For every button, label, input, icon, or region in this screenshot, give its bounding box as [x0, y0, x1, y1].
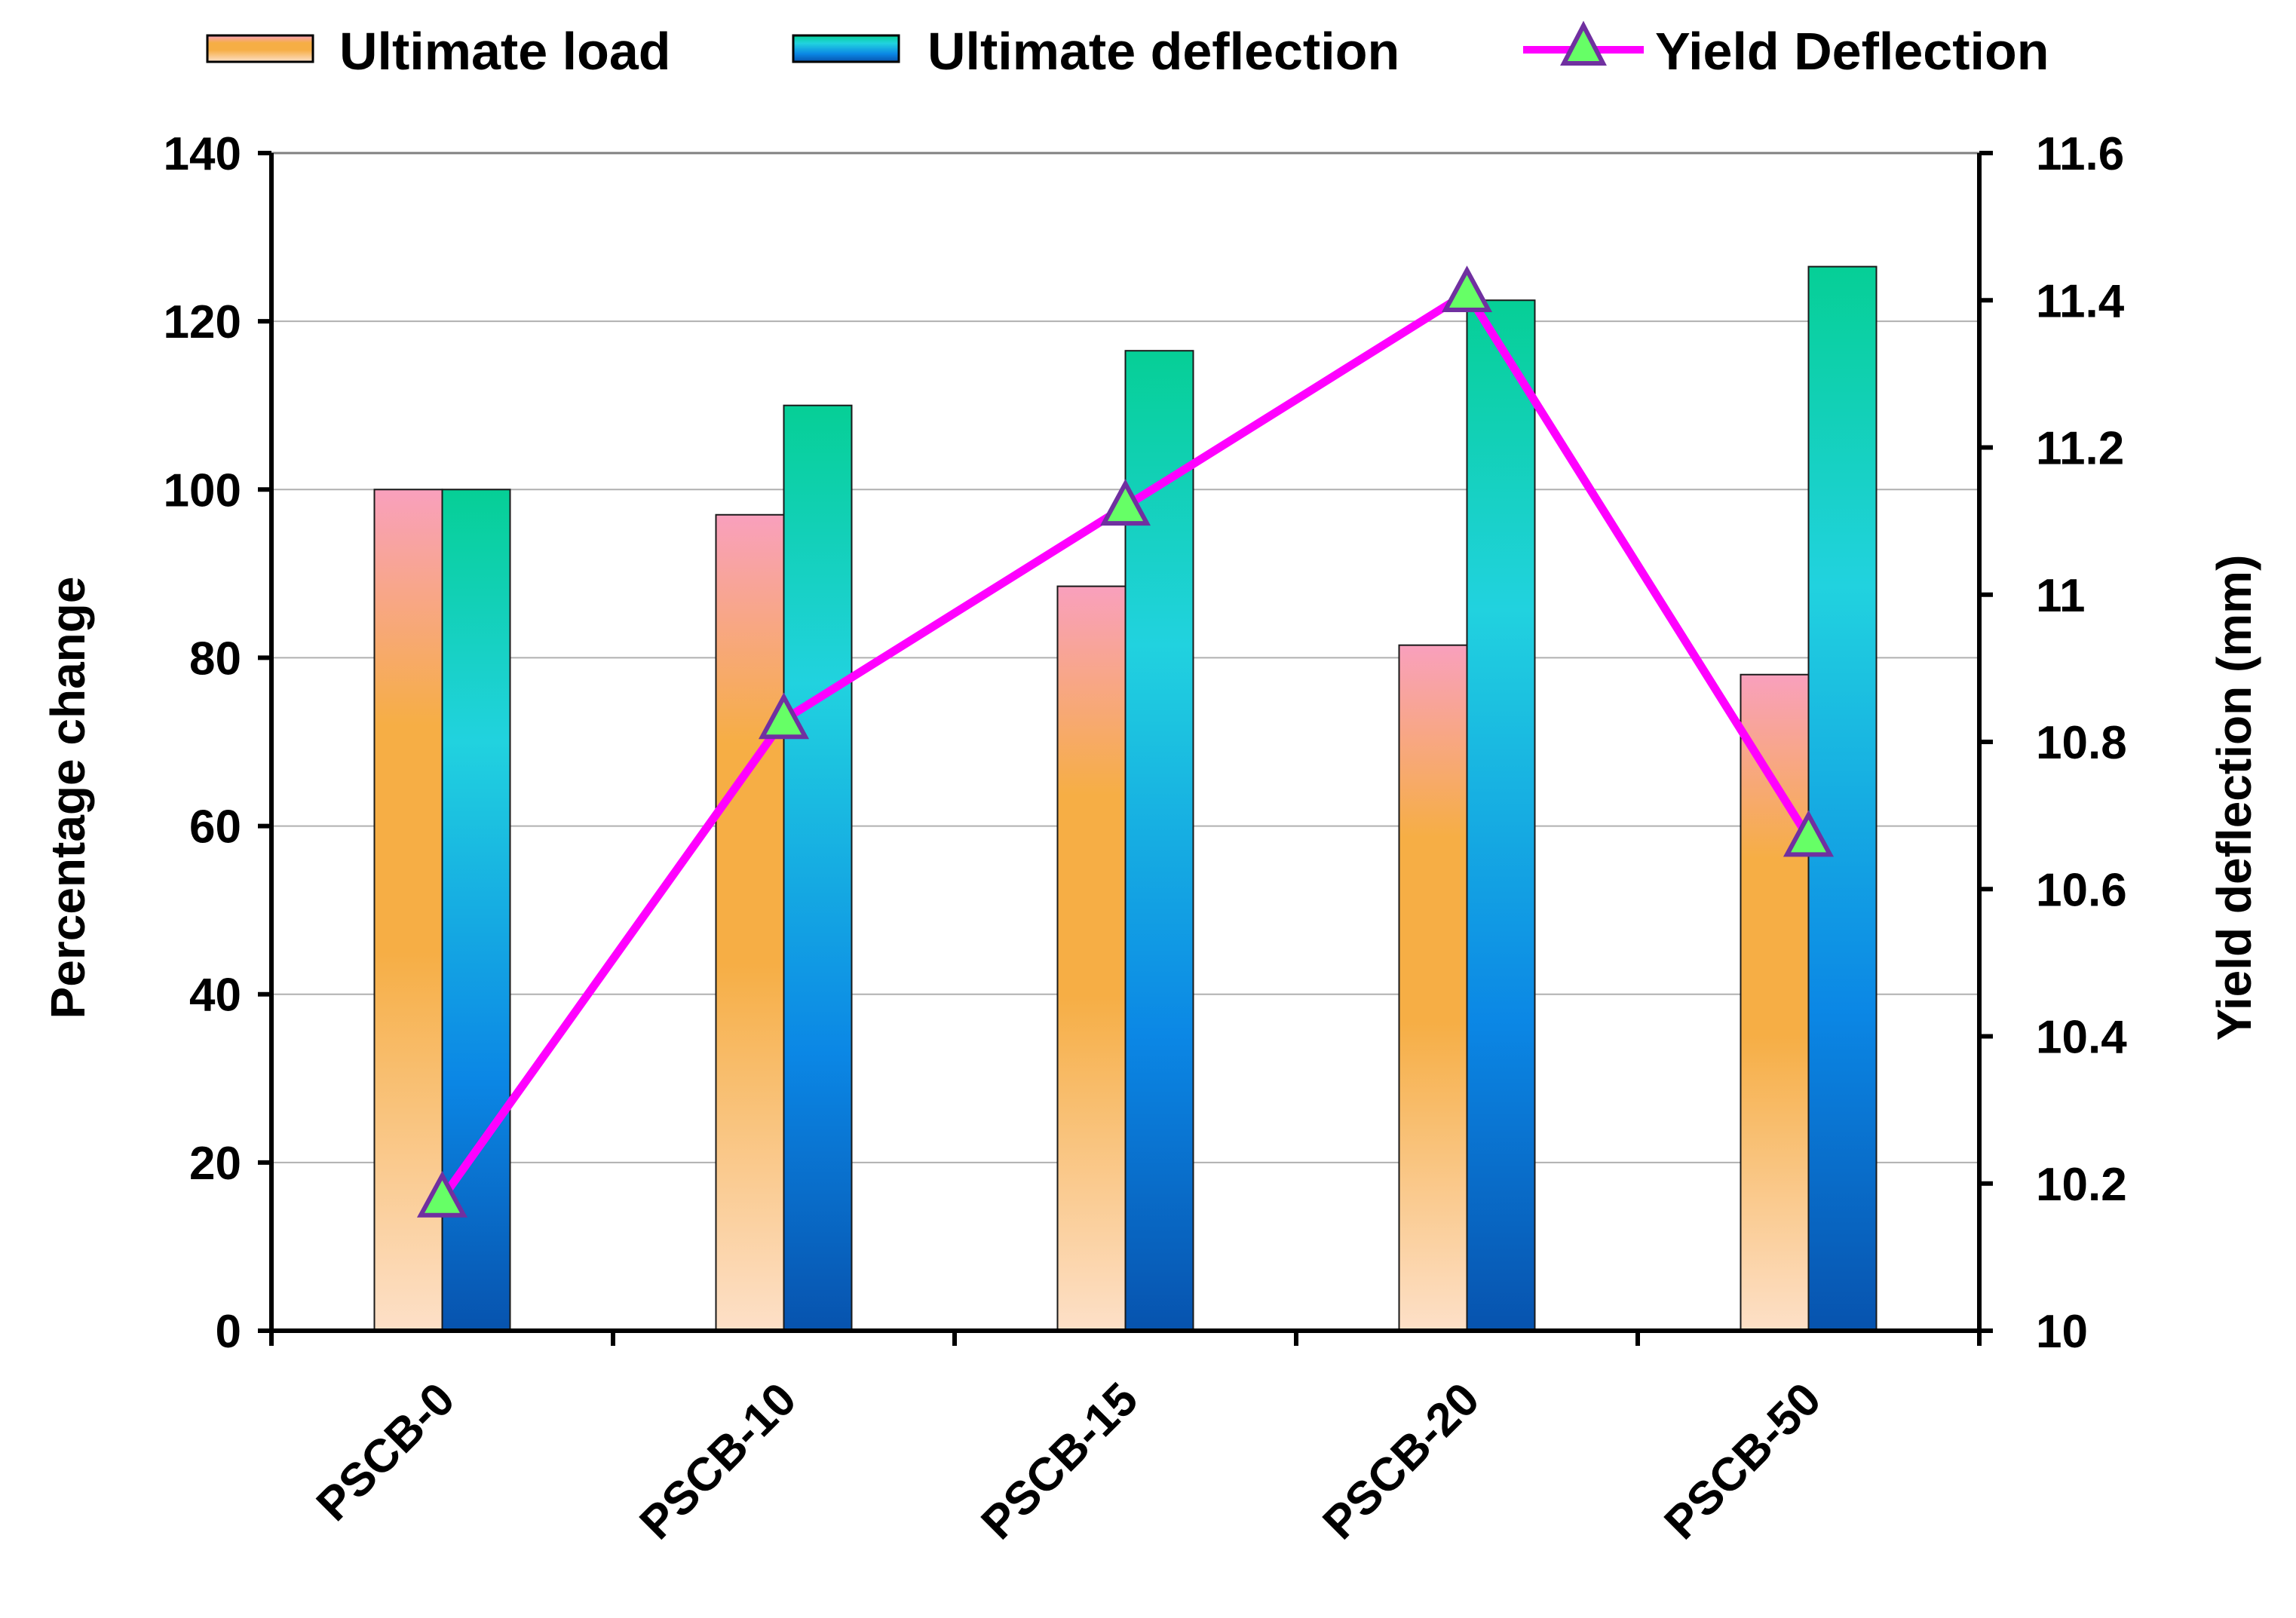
x-category-label: PSCB-15	[971, 1373, 1148, 1549]
y2-tick-label: 11.4	[2036, 275, 2125, 327]
y-axis-title: Percentage change	[41, 577, 95, 1019]
y2-tick-label: 10.4	[2036, 1012, 2127, 1064]
bar-ultimate-load	[1056, 585, 1127, 1331]
x-category-label: PSCB-10	[630, 1373, 806, 1549]
y2-tick-label: 10.2	[2036, 1159, 2127, 1211]
y-tick-label: 120	[164, 296, 241, 348]
legend-label-yield-deflection: Yield Deflection	[1655, 22, 2049, 81]
bar-ultimate-deflection	[1807, 265, 1878, 1331]
y2-tick-label: 11.2	[2036, 423, 2124, 475]
bar-ultimate-deflection	[1466, 299, 1536, 1331]
x-category-label: PSCB-20	[1313, 1373, 1489, 1549]
y2-tick-label: 10.6	[2036, 864, 2127, 916]
yield-deflection-marker	[1441, 265, 1493, 312]
legend-item-ultimate-deflection[interactable]: Ultimate deflection	[792, 22, 1399, 81]
y2-tick-label: 10.8	[2036, 717, 2127, 769]
bar-ultimate-load	[1740, 673, 1810, 1331]
yield-deflection-marker	[1783, 810, 1835, 857]
y-tick-label: 60	[189, 801, 241, 853]
legend-swatch-ultimate-load	[206, 34, 314, 63]
axes	[258, 151, 1993, 1346]
yield-deflection-marker	[1099, 479, 1151, 526]
y-tick-label: 80	[189, 633, 241, 685]
legend-swatch-ultimate-deflection	[792, 34, 900, 63]
legend-marker-yield-deflection	[1560, 20, 1607, 66]
bar-ultimate-load	[1398, 644, 1468, 1331]
bars	[373, 265, 1878, 1332]
y-tick-label: 20	[189, 1138, 241, 1190]
legend: Ultimate load Ultimate deflection Yield …	[206, 20, 2049, 81]
y2-tick-label: 10	[2036, 1306, 2088, 1358]
y2-axis-title: Yield deflection (mm)	[2207, 555, 2261, 1041]
y-tick-label: 100	[164, 464, 241, 516]
legend-label-ultimate-load: Ultimate load	[339, 22, 671, 81]
y2-tick-label: 11	[2036, 570, 2086, 622]
yield-deflection-marker	[758, 692, 810, 740]
yield-deflection-marker	[416, 1170, 468, 1218]
bar-ultimate-deflection	[783, 404, 853, 1332]
x-category-label: PSCB-50	[1654, 1373, 1831, 1549]
yield-line-series	[416, 265, 1835, 1218]
legend-item-yield-deflection[interactable]: Yield Deflection	[1523, 20, 2049, 81]
legend-item-ultimate-load[interactable]: Ultimate load	[206, 22, 671, 81]
legend-label-ultimate-deflection: Ultimate deflection	[927, 22, 1399, 81]
bar-ultimate-load	[715, 513, 785, 1331]
y2-tick-label: 11.6	[2036, 128, 2124, 180]
x-category-label: PSCB-0	[307, 1373, 465, 1531]
y-tick-label: 40	[189, 970, 241, 1022]
y-tick-label: 140	[164, 128, 241, 180]
bar-ultimate-deflection	[441, 489, 511, 1331]
y-tick-label: 0	[216, 1306, 241, 1358]
